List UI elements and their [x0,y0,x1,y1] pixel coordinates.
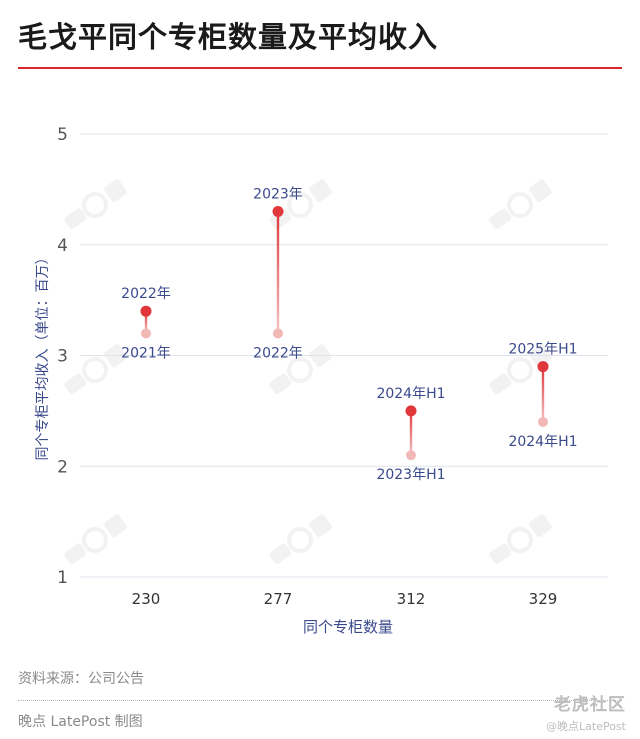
chart-marks: 2022年 2021年 2023年 2022年 2024年H1 2023年H1 2025年H… [121,187,577,484]
dumbbell-stem [276,211,280,334]
source-note: 资料来源：公司公告 [18,671,144,687]
dumbbell-stem [541,366,545,422]
chart-title: 毛戈平同个专柜数量及平均收入 [18,20,439,54]
dumbbell-stem [144,311,148,334]
previous-point [406,450,416,461]
watermark-logo [269,514,332,565]
y-tick-label: 4 [57,236,68,256]
y-tick-label: 2 [57,457,68,477]
gridlines [80,133,608,578]
y-tick-label: 5 [57,125,68,145]
corner-watermark-sub: @晚点LatePost [546,720,626,733]
x-tick-label: 277 [264,590,293,608]
previous-point [273,328,283,339]
current-point [537,361,549,373]
watermark-logo [269,179,332,230]
watermark-logo [489,179,552,230]
credit-note: 晚点 LatePost 制图 [18,714,143,730]
watermark-logo [489,514,552,565]
y-tick-label: 1 [57,568,68,588]
corner-watermark: 老虎社区 @晚点LatePost [546,690,626,734]
current-point [272,206,284,218]
watermark-logo [64,514,127,565]
y-axis-ticks: 1 2 3 4 5 [57,125,68,588]
current-point [405,405,417,417]
x-tick-label: 312 [397,590,426,608]
x-axis-ticks: 230 277 312 329 [132,590,558,608]
previous-point-label: 2023年H1 [376,467,445,483]
watermark-logo [489,344,552,395]
current-point [140,305,152,317]
y-tick-label: 3 [57,347,68,367]
x-tick-label: 230 [132,590,161,608]
current-point-label: 2024年H1 [376,386,445,402]
title-divider [18,67,622,69]
x-tick-label: 329 [529,590,558,608]
dumbbell-stem [409,410,413,456]
current-point-label: 2023年 [253,187,303,203]
corner-watermark-main: 老虎社区 [554,695,626,715]
watermark-logo [64,179,127,230]
previous-point-label: 2022年 [253,345,303,361]
x-axis-label: 同个专柜数量 [303,618,393,636]
previous-point [538,416,548,427]
background-watermarks [64,179,552,565]
previous-point-label: 2021年 [121,345,171,361]
previous-point-label: 2024年H1 [508,434,577,450]
previous-point [141,328,151,339]
current-point-label: 2025年H1 [508,342,577,358]
current-point-label: 2022年 [121,286,171,302]
watermark-logo [64,344,127,395]
y-axis-label: 同个专柜平均收入（单位：百万） [35,251,51,461]
footer-divider [18,700,622,701]
